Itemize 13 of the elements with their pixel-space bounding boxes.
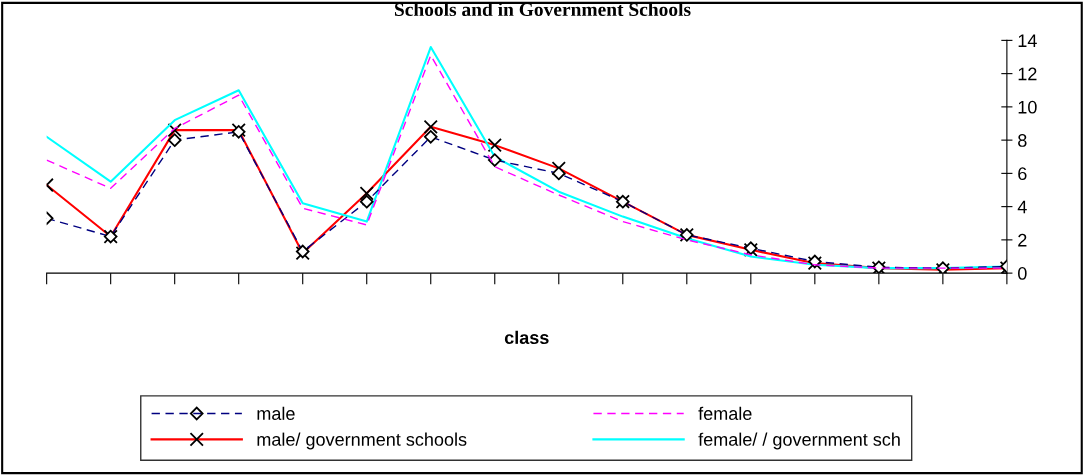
- x-axis-title: class: [504, 330, 549, 345]
- y-tick-label: 0: [1018, 267, 1027, 280]
- y-tick-label: 8: [1018, 134, 1027, 147]
- legend-label: female/ / government sch: [698, 432, 900, 450]
- y-tick-label: 6: [1018, 167, 1027, 181]
- y-tick-label: 10: [1018, 100, 1037, 114]
- legend-label: male: [257, 406, 295, 421]
- y-tick-label: 12: [1018, 67, 1037, 81]
- legend-label: male/ government schools: [257, 432, 467, 450]
- y-tick-label: 2: [1018, 233, 1027, 247]
- y-tick-label: 4: [1017, 200, 1027, 214]
- legend-label: female: [698, 406, 752, 421]
- y-tick-label: 14: [1018, 34, 1037, 47]
